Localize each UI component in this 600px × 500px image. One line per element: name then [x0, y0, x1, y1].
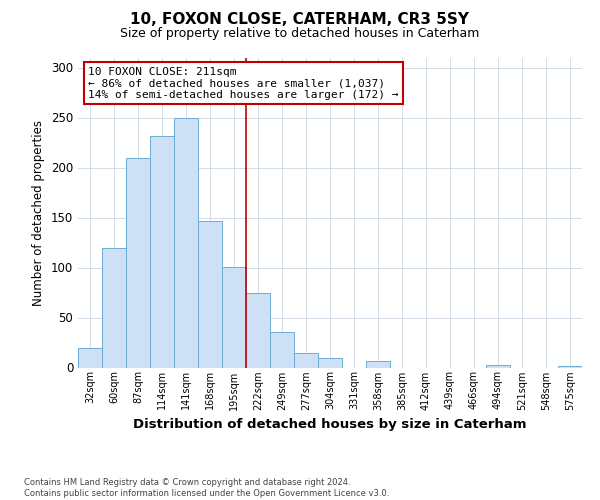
Y-axis label: Number of detached properties: Number of detached properties [32, 120, 46, 306]
X-axis label: Distribution of detached houses by size in Caterham: Distribution of detached houses by size … [133, 418, 527, 431]
Bar [126, 158, 150, 368]
Bar [294, 352, 318, 368]
Text: Size of property relative to detached houses in Caterham: Size of property relative to detached ho… [121, 28, 479, 40]
Text: 10 FOXON CLOSE: 211sqm
← 86% of detached houses are smaller (1,037)
14% of semi-: 10 FOXON CLOSE: 211sqm ← 86% of detached… [88, 67, 398, 100]
Text: Contains HM Land Registry data © Crown copyright and database right 2024.
Contai: Contains HM Land Registry data © Crown c… [24, 478, 389, 498]
Bar [174, 118, 198, 368]
Text: 10, FOXON CLOSE, CATERHAM, CR3 5SY: 10, FOXON CLOSE, CATERHAM, CR3 5SY [131, 12, 470, 28]
Bar [222, 266, 246, 368]
Bar [486, 364, 510, 368]
Bar [270, 332, 294, 368]
Bar [558, 366, 582, 368]
Bar [246, 292, 270, 368]
Bar [198, 220, 222, 368]
Bar [366, 360, 390, 368]
Bar [318, 358, 342, 368]
Bar [78, 348, 102, 368]
Bar [150, 136, 174, 368]
Bar [102, 248, 126, 368]
